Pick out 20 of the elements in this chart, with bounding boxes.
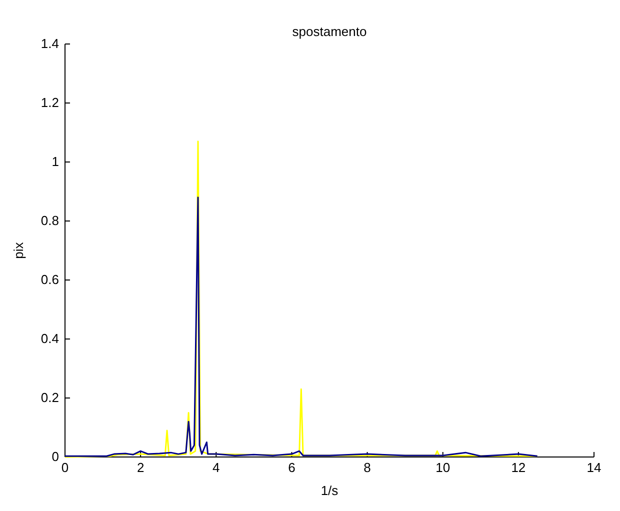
x-tick-label: 0 (61, 460, 69, 476)
y-tick-label: 0 (52, 449, 59, 464)
y-tick-label: 0.8 (40, 213, 59, 228)
y-tick-label: 0.6 (40, 272, 59, 288)
x-axis-title: 1/s (320, 483, 339, 498)
x-tick-label: 4 (212, 460, 220, 476)
y-tick-label: 1.4 (40, 36, 59, 52)
line-series (64, 196, 538, 457)
y-tick-label: 0.2 (40, 390, 59, 406)
y-tick-label: 1 (52, 154, 59, 170)
x-tick-label: 14 (586, 460, 602, 476)
y-tick-label: 0.4 (40, 331, 59, 346)
x-tick-label: 2 (136, 460, 144, 476)
y-tick-label: 1.2 (40, 95, 59, 110)
x-tick-label: 10 (436, 460, 450, 476)
x-tick-label: 6 (288, 460, 296, 476)
x-tick-label: 8 (364, 460, 371, 476)
chart-title: spostamento (292, 24, 367, 39)
x-tick-label: 12 (511, 460, 526, 476)
y-axis-title: pix (11, 242, 26, 259)
